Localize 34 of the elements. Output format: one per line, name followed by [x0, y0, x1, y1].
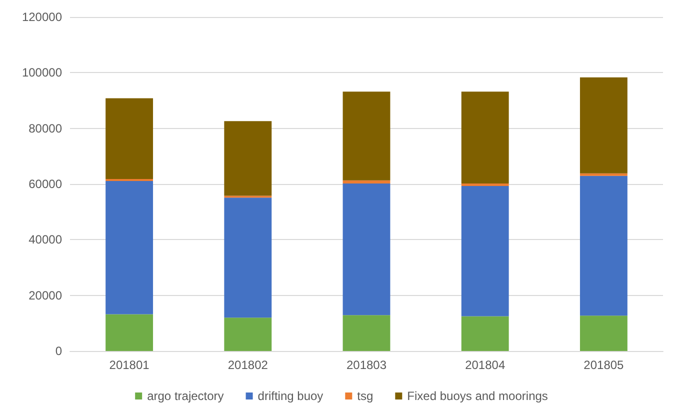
legend-label: tsg — [357, 389, 374, 403]
bar — [342, 183, 390, 316]
bar — [461, 186, 509, 316]
bar — [106, 98, 154, 179]
bar — [224, 198, 272, 318]
y-tick-label: 120000 — [22, 10, 62, 24]
x-tick-label: 201801 — [109, 358, 150, 372]
bar — [461, 316, 509, 351]
legend-label: Fixed buoys and moorings — [407, 389, 548, 403]
y-tick-label: 40000 — [28, 232, 62, 247]
legend-label: argo trajectory — [147, 389, 224, 403]
y-tick-label: 100000 — [22, 66, 62, 80]
bar — [224, 318, 272, 351]
y-tick-label: 20000 — [28, 288, 62, 302]
bar — [461, 183, 509, 186]
y-tick-label: 60000 — [28, 177, 62, 191]
bar — [106, 314, 154, 351]
bar — [580, 77, 628, 174]
bar — [224, 121, 272, 196]
x-tick-label: 201803 — [346, 358, 387, 372]
bar — [342, 180, 390, 184]
legend-label: drifting buoy — [258, 389, 324, 403]
bar — [106, 180, 154, 314]
bar — [580, 176, 628, 316]
bar — [580, 316, 628, 351]
y-tick-label: 80000 — [28, 121, 62, 136]
bar — [461, 92, 509, 184]
bar — [580, 173, 628, 176]
x-tick-label: 201802 — [228, 358, 268, 372]
x-tick-label: 201805 — [584, 358, 624, 372]
y-tick-label: 0 — [55, 344, 62, 358]
x-tick-label: 201804 — [465, 358, 506, 372]
bar — [342, 315, 390, 351]
bar — [342, 92, 390, 180]
